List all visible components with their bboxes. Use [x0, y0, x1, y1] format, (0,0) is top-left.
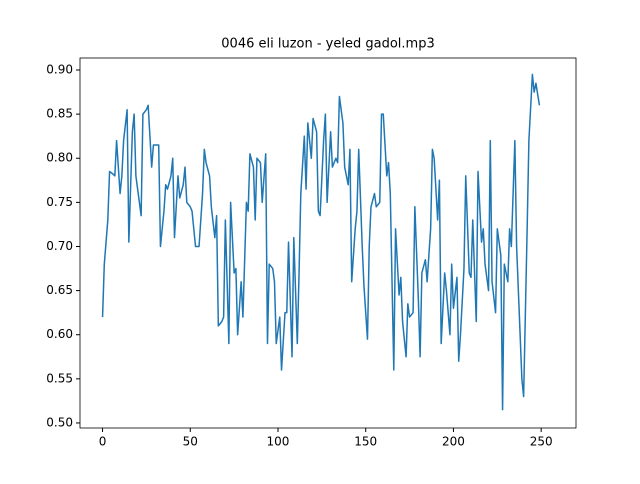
y-tick-label: 0.70 [46, 239, 73, 253]
y-tick-label: 0.90 [46, 63, 73, 77]
y-tick-label: 0.50 [46, 415, 73, 429]
chart-title: 0046 eli luzon - yeled gadol.mp3 [221, 37, 434, 52]
y-tick-label: 0.55 [46, 371, 73, 385]
x-tick-label: 150 [354, 435, 377, 449]
x-tick-label: 200 [442, 435, 465, 449]
y-tick-label: 0.80 [46, 151, 73, 165]
x-tick-label: 50 [183, 435, 198, 449]
plot-frame [79, 57, 577, 429]
y-tick-label: 0.75 [46, 195, 73, 209]
x-tick-label: 0 [99, 435, 107, 449]
data-line [101, 73, 541, 411]
x-tick-label: 250 [530, 435, 553, 449]
y-tick-label: 0.65 [46, 283, 73, 297]
y-tick-label: 0.85 [46, 107, 73, 121]
y-tick-label: 0.60 [46, 327, 73, 341]
x-tick-label: 100 [267, 435, 290, 449]
